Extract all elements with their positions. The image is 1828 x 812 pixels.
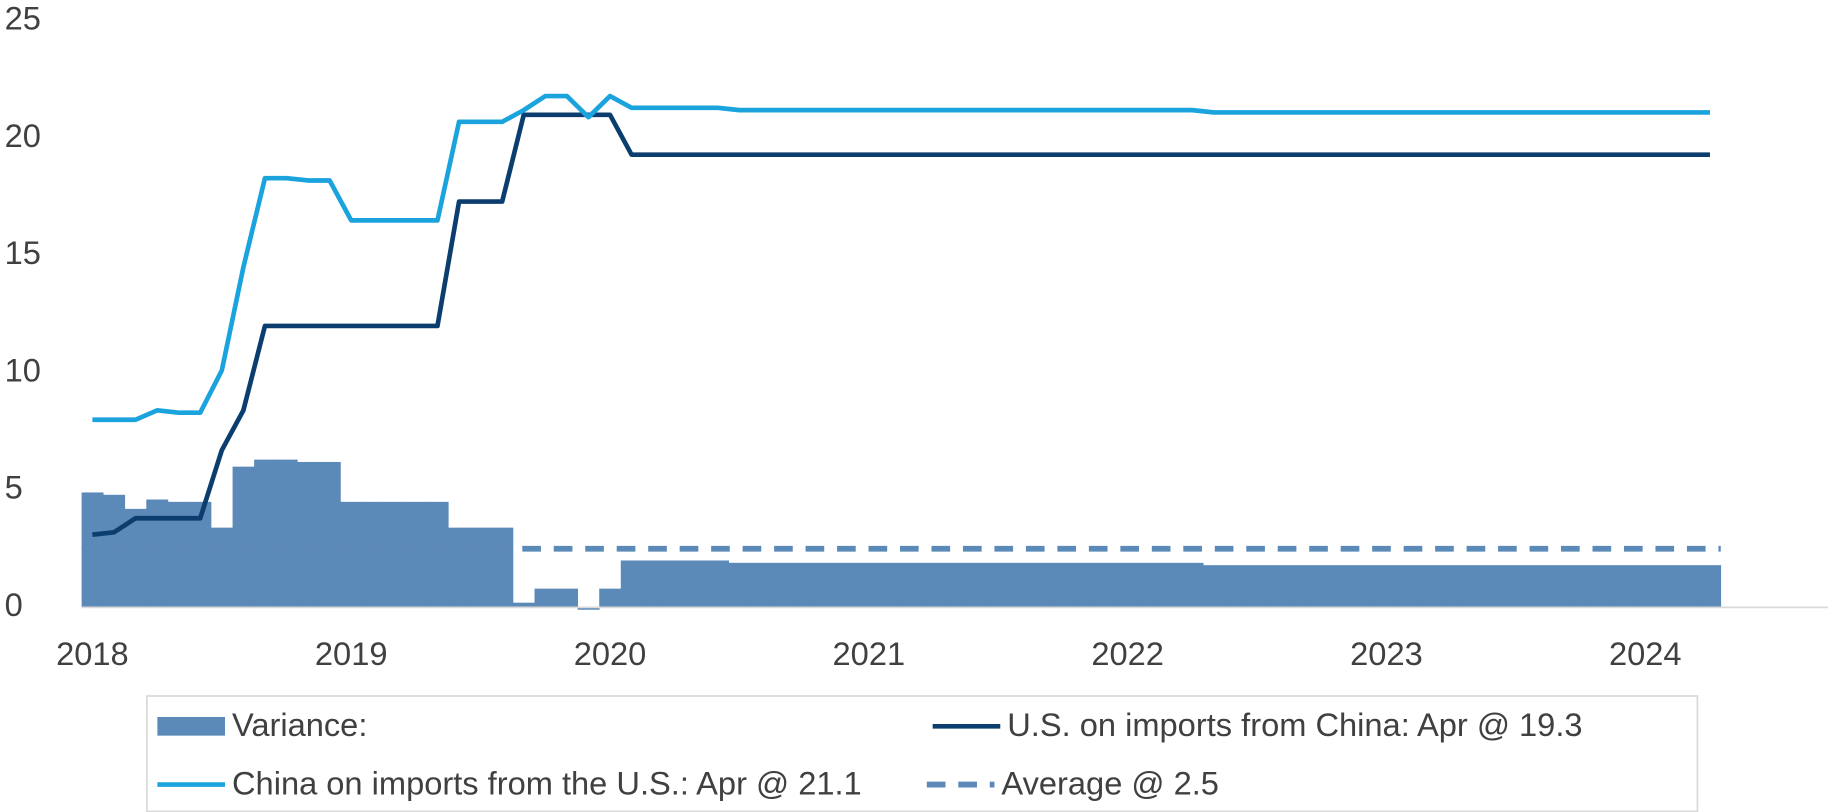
- bar: [383, 501, 406, 608]
- bar: [620, 560, 643, 608]
- x-tick-label: 2018: [56, 635, 129, 672]
- bar: [1397, 565, 1420, 608]
- bar: [1289, 565, 1312, 608]
- bar: [556, 588, 579, 608]
- legend-label: Average @ 2.5: [1001, 764, 1219, 801]
- bar: [771, 562, 794, 608]
- bar: [922, 562, 945, 608]
- bar: [750, 562, 773, 608]
- bar: [1332, 565, 1355, 608]
- bar: [1138, 562, 1161, 608]
- bar: [1569, 565, 1592, 608]
- bar: [1461, 565, 1484, 608]
- bar: [318, 461, 341, 608]
- bar: [1677, 565, 1700, 608]
- bar: [340, 501, 363, 608]
- bar: [1375, 565, 1398, 608]
- bar: [275, 459, 298, 608]
- bar: [426, 501, 449, 608]
- bar: [728, 562, 751, 608]
- bar: [858, 562, 880, 608]
- bar: [1159, 562, 1182, 608]
- bar: [1656, 565, 1678, 608]
- line-series: [92, 93, 1710, 423]
- bar: [663, 560, 686, 608]
- bar: [1548, 565, 1571, 608]
- bar: [1505, 565, 1527, 608]
- bar: [297, 461, 320, 608]
- bar: [1699, 565, 1722, 608]
- bar: [599, 588, 622, 608]
- bar: [1181, 562, 1204, 608]
- y-tick-label: 15: [5, 234, 41, 271]
- bar: [254, 459, 277, 608]
- bar: [167, 501, 190, 608]
- legend-label: China on imports from the U.S.: Apr @ 21…: [232, 764, 862, 801]
- x-tick-label: 2021: [833, 635, 906, 672]
- x-tick-label: 2020: [574, 635, 647, 672]
- x-tick-label: 2023: [1350, 635, 1423, 672]
- bar: [987, 562, 1010, 608]
- y-tick-label: 5: [5, 469, 23, 506]
- bar: [965, 562, 988, 608]
- bar: [642, 560, 665, 608]
- bar: [1310, 565, 1333, 608]
- bar: [189, 501, 212, 608]
- bar: [469, 527, 492, 608]
- bar: [534, 588, 557, 608]
- bar: [1224, 565, 1247, 608]
- bar: [707, 560, 729, 608]
- bar: [577, 607, 600, 610]
- bar: [793, 562, 816, 608]
- bar: [1116, 562, 1139, 608]
- bar: [1095, 562, 1118, 608]
- bar: [1354, 565, 1377, 608]
- bar: [1440, 565, 1463, 608]
- x-tick-label: 2022: [1091, 635, 1164, 672]
- bar: [1246, 565, 1269, 608]
- bar: [1052, 562, 1075, 608]
- y-tick-label: 10: [5, 351, 41, 388]
- bar: [879, 562, 902, 608]
- bar: [146, 499, 169, 608]
- bar: [1591, 565, 1614, 608]
- y-tick-label: 25: [5, 0, 41, 37]
- bar: [1203, 565, 1226, 608]
- bar: [814, 562, 837, 608]
- y-tick-label: 20: [5, 117, 41, 154]
- bar: [685, 560, 708, 608]
- bar: [1526, 565, 1549, 608]
- x-tick-label: 2019: [315, 635, 388, 672]
- bar: [1483, 565, 1506, 608]
- x-tick-label: 2024: [1609, 635, 1682, 672]
- bar: [448, 527, 471, 608]
- legend-swatch: [157, 716, 226, 736]
- bar: [361, 501, 384, 608]
- bar: [1418, 565, 1441, 608]
- bar: [405, 501, 428, 608]
- legend-box: [146, 695, 1699, 812]
- bar: [836, 562, 859, 608]
- bar: [512, 602, 535, 608]
- bar: [944, 562, 967, 608]
- bar: [1009, 562, 1031, 608]
- bar: [211, 527, 233, 608]
- bar: [491, 527, 514, 608]
- bar: [1030, 562, 1053, 608]
- bar: [124, 508, 147, 608]
- bar: [232, 466, 255, 608]
- legend-label: Variance:: [232, 706, 367, 743]
- y-tick-label: 0: [5, 586, 23, 623]
- bar: [1612, 565, 1635, 608]
- bar: [1073, 562, 1096, 608]
- line-series: [92, 112, 1710, 537]
- bar: [1634, 565, 1657, 608]
- bar: [901, 562, 924, 608]
- legend-label: U.S. on imports from China: Apr @ 19.3: [1007, 706, 1582, 743]
- bar: [1267, 565, 1290, 608]
